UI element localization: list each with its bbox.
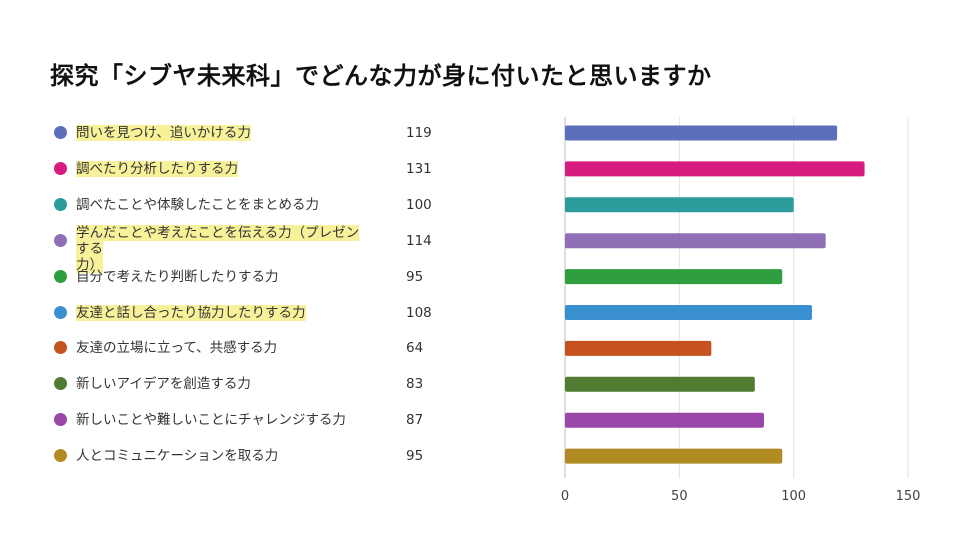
bar xyxy=(565,233,826,249)
x-tick-label: 0 xyxy=(561,489,569,504)
bar xyxy=(565,197,794,213)
bar xyxy=(565,161,865,177)
x-tick-label: 50 xyxy=(671,489,688,504)
bar xyxy=(565,269,783,285)
bar xyxy=(565,305,812,320)
bar xyxy=(565,448,783,464)
x-tick-label: 150 xyxy=(896,489,921,504)
bar xyxy=(565,412,764,428)
page-title: 探究「シブヤ未来科」でどんな力が身に付いたと思いますか xyxy=(50,62,712,90)
bar xyxy=(565,376,755,392)
bar xyxy=(565,340,712,356)
bar xyxy=(565,125,838,141)
x-tick-label: 100 xyxy=(781,489,806,504)
